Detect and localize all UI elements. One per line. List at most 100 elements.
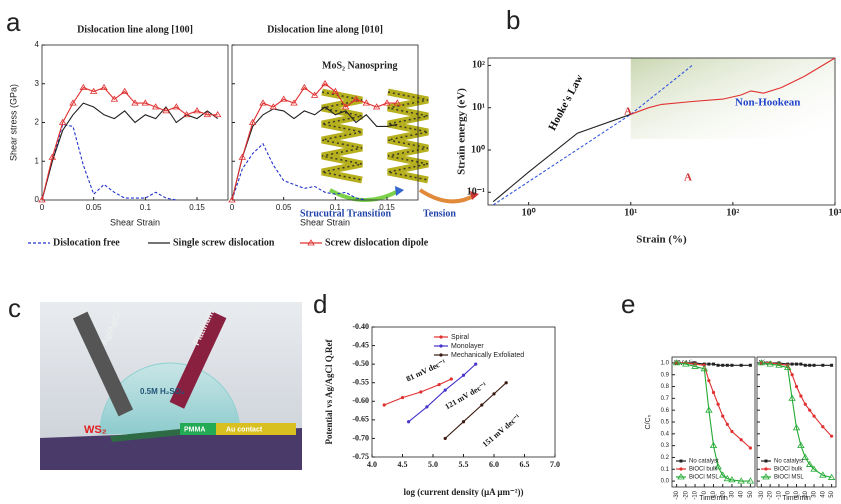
marker: [69, 99, 77, 106]
illustration-title: MoS₂ Nanospring: [322, 60, 398, 71]
x-axis-label: Strain (%): [636, 234, 687, 246]
panel-label: d: [313, 289, 327, 319]
marker: [821, 363, 825, 367]
label: WS₂: [84, 424, 107, 436]
panel-label: c: [8, 293, 21, 323]
marker: [788, 394, 796, 401]
marker: [672, 359, 681, 366]
y-axis-label: Shear stress (GPa): [8, 84, 18, 161]
marker: [830, 434, 834, 438]
marker: [131, 99, 139, 106]
marker: [182, 110, 191, 118]
series-line: [492, 113, 631, 203]
marker: [739, 438, 743, 442]
marker: [120, 87, 129, 94]
legend-marker: [439, 344, 443, 348]
marker: [799, 394, 803, 398]
x-axis-label: log (current density (μA μm⁻²)): [404, 487, 524, 497]
marker: [792, 424, 801, 431]
y-tick-label: 0.5: [661, 420, 670, 426]
marker: [172, 103, 181, 110]
x-tick-label: 0.1: [140, 203, 152, 212]
arrow-head: [395, 186, 404, 196]
x-tick-label: 10¹: [624, 207, 637, 218]
legend-label: Monolayer: [451, 343, 484, 350]
x-tick-label: 0.05: [86, 203, 102, 212]
series-line: [630, 57, 836, 115]
x-tick-label: -10: [777, 490, 783, 499]
series-line: [383, 378, 452, 406]
marker: [331, 87, 340, 94]
marker: [110, 95, 119, 102]
series-line: [41, 102, 219, 201]
marker: [372, 103, 381, 110]
marker: [382, 403, 386, 407]
y-axis-label: Potential vs Ag/AgCl Q.Ref: [324, 339, 334, 445]
x-tick-label: 0.15: [379, 203, 395, 212]
marker: [721, 363, 725, 367]
marker: [775, 361, 783, 368]
legend-marker: [679, 467, 683, 471]
plot-frame: [487, 57, 836, 206]
marker: [830, 363, 834, 367]
marker: [321, 79, 329, 87]
marker: [492, 392, 496, 396]
marker: [474, 362, 478, 366]
marker: [248, 118, 257, 125]
y-tick-label: -0.50: [352, 359, 369, 368]
y-tick-label: -0.70: [352, 433, 369, 442]
marker: [58, 118, 67, 125]
annotation: 151 mV dec⁻¹: [481, 412, 523, 449]
panel-label: b: [506, 5, 520, 35]
marker: [48, 153, 57, 160]
marker: [790, 362, 794, 366]
annotation: Hooke's Law: [546, 73, 585, 133]
x-tick-label: 30: [730, 490, 736, 497]
marker: [707, 379, 711, 383]
y-tick-label: 0.0: [661, 479, 670, 485]
marker: [795, 362, 798, 366]
marker: [79, 83, 88, 91]
legend-label: Single screw dislocation: [173, 237, 275, 248]
marker: [449, 377, 453, 381]
chart: 0 0.05 0.1 0.15 0 1 2 3 4 Dislocation line along …: [8, 24, 428, 248]
series-line: [492, 64, 693, 206]
marker: [213, 110, 222, 118]
marker: [269, 103, 278, 110]
marker: [89, 87, 98, 94]
marker: [709, 441, 718, 449]
marker: [461, 373, 466, 377]
y-tick-label: 0.9: [661, 372, 670, 378]
spring: [321, 88, 363, 184]
marker: [716, 402, 720, 406]
x-tick-label: 0.1: [330, 203, 342, 212]
y-tick-label: 10²: [472, 60, 485, 71]
y-tick-label: 0.2: [661, 455, 670, 461]
legend-label: BiOCl bulk: [774, 467, 803, 473]
spring: [387, 88, 429, 184]
x-tick-label: 0: [40, 203, 45, 212]
marker: [443, 388, 447, 392]
legend-label: No catalyst: [689, 459, 719, 465]
marker: [259, 99, 267, 106]
y-tick-label: 1.0: [661, 360, 670, 366]
y-tick-label: 1: [35, 156, 40, 165]
marker: [799, 362, 803, 366]
counter-electrode: [169, 311, 227, 409]
sample-flake: [110, 428, 192, 442]
x-tick-label: 10³: [829, 207, 841, 218]
marker: [730, 429, 734, 434]
legend-label: BiOCl bulk: [689, 467, 718, 473]
chart: 10⁰ 10¹ 10² 10³ 10⁻¹ 10⁰ 10¹ 10² Strain (%) Strai…: [456, 57, 841, 246]
x-tick-label: 40: [820, 490, 826, 497]
y-tick-label: 2: [35, 118, 40, 127]
y-tick-label: -0.40: [352, 322, 369, 331]
marker: [407, 420, 411, 424]
y-tick-label: 0.7: [661, 396, 670, 402]
series-line: [41, 123, 177, 201]
marker: [437, 382, 441, 387]
legend-marker: [439, 335, 443, 339]
reference-electrode: [72, 311, 134, 417]
x-tick-label: 0.05: [276, 203, 292, 212]
